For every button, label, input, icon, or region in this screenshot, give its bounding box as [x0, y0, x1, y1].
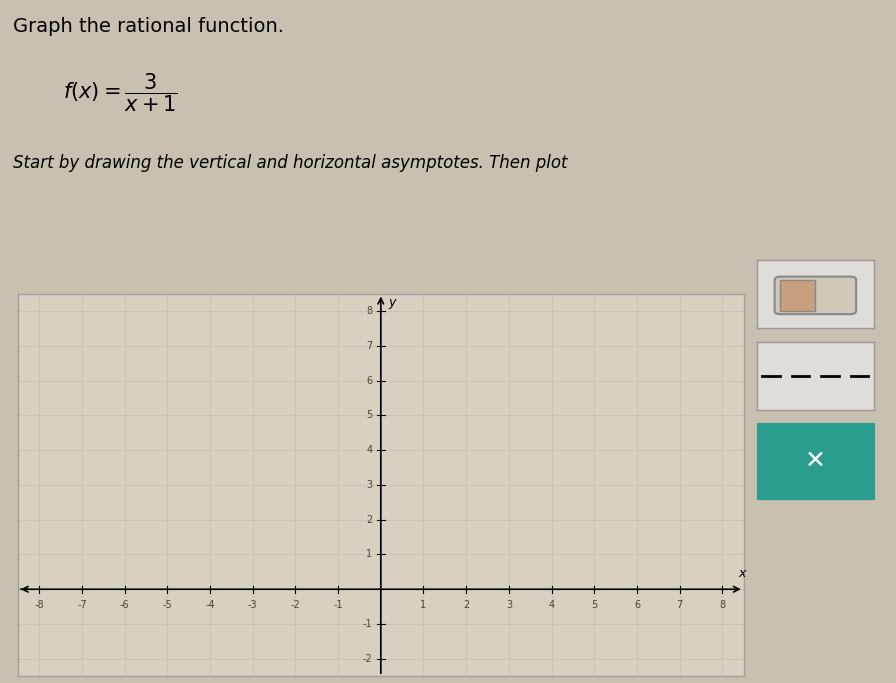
Text: 8: 8: [719, 600, 726, 611]
Text: 2: 2: [366, 515, 372, 525]
Text: -8: -8: [34, 600, 44, 611]
Bar: [780, 280, 815, 311]
Text: 4: 4: [366, 445, 372, 455]
Text: 2: 2: [463, 600, 470, 611]
Text: 8: 8: [366, 306, 372, 316]
Text: ✕: ✕: [805, 449, 826, 473]
Text: $f\left(x\right)=\dfrac{3}{x+1}$: $f\left(x\right)=\dfrac{3}{x+1}$: [63, 72, 177, 114]
Text: -1: -1: [333, 600, 343, 611]
FancyBboxPatch shape: [774, 277, 857, 314]
Text: y: y: [389, 296, 396, 309]
Text: 5: 5: [591, 600, 598, 611]
Text: 4: 4: [548, 600, 555, 611]
Text: -2: -2: [363, 654, 372, 664]
Text: 7: 7: [366, 341, 372, 351]
Text: -7: -7: [77, 600, 87, 611]
Text: -6: -6: [120, 600, 129, 611]
Text: 7: 7: [676, 600, 683, 611]
Text: 3: 3: [506, 600, 512, 611]
Text: -4: -4: [205, 600, 215, 611]
Text: -1: -1: [363, 619, 372, 629]
Text: 3: 3: [366, 480, 372, 490]
Text: 6: 6: [366, 376, 372, 386]
Text: Graph the rational function.: Graph the rational function.: [13, 17, 284, 36]
Text: 6: 6: [633, 600, 640, 611]
Text: -2: -2: [290, 600, 300, 611]
Text: 5: 5: [366, 410, 372, 421]
Text: -5: -5: [162, 600, 172, 611]
Text: Start by drawing the vertical and horizontal asymptotes. Then plot: Start by drawing the vertical and horizo…: [13, 154, 568, 171]
Text: x: x: [738, 566, 745, 579]
Text: 1: 1: [420, 600, 426, 611]
Text: 1: 1: [366, 549, 372, 559]
Text: -3: -3: [248, 600, 257, 611]
